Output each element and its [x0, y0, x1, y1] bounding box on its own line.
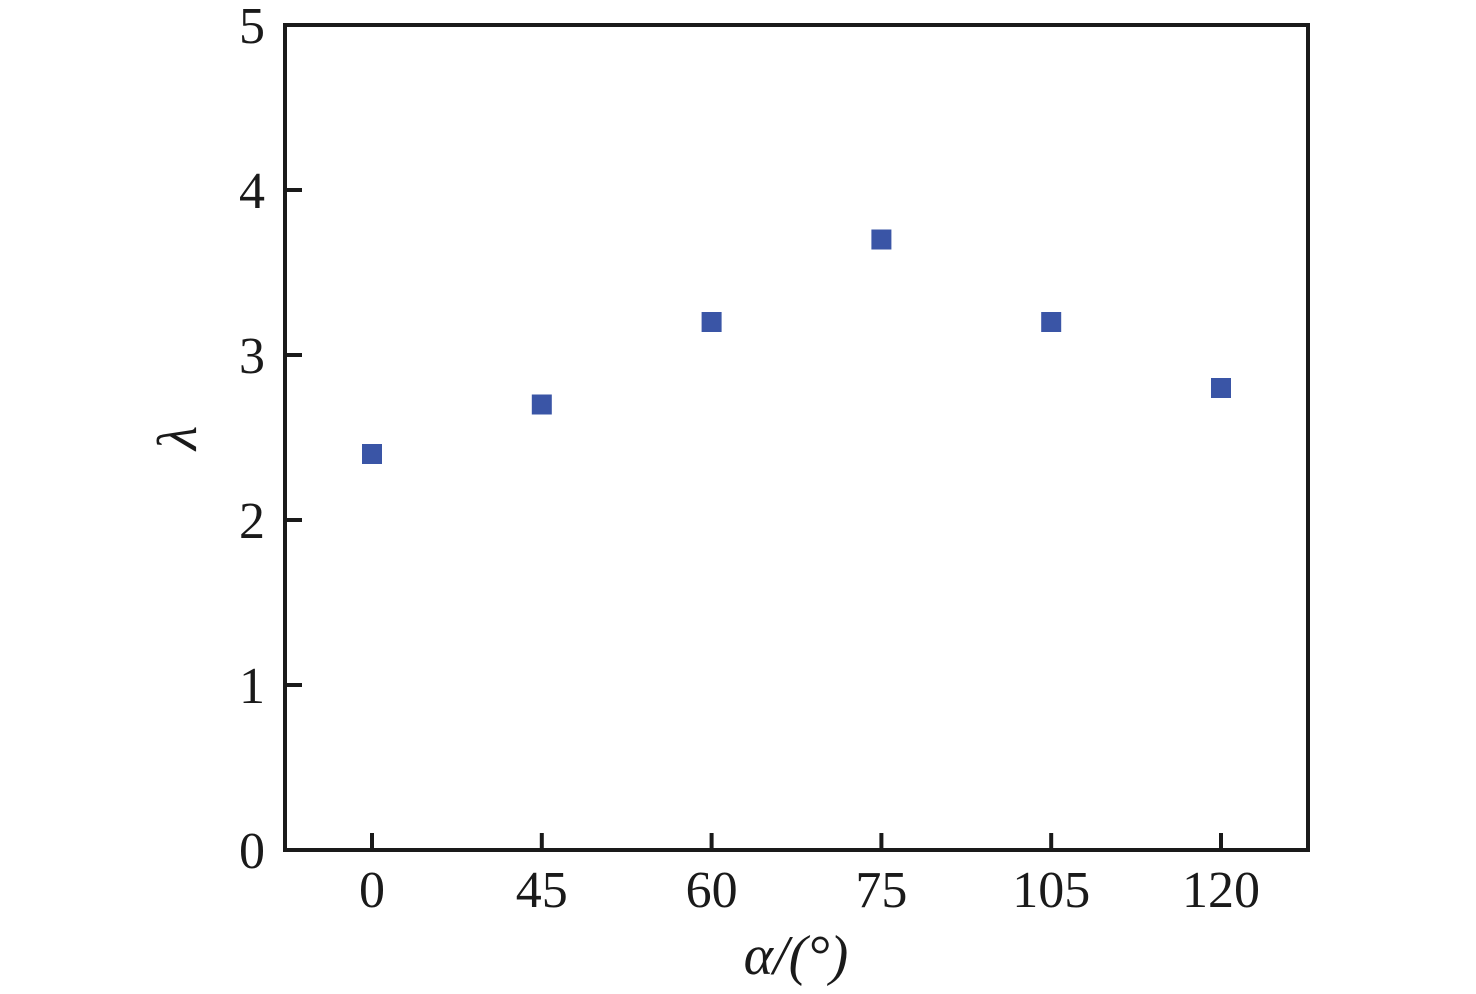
x-tick-label: 45: [516, 862, 568, 919]
y-tick-label: 1: [239, 658, 265, 715]
y-tick-label: 4: [239, 163, 265, 220]
data-point-square: [362, 444, 382, 464]
y-axis-label: λ: [147, 426, 209, 452]
y-tick-label: 2: [239, 493, 265, 550]
y-tick-label: 3: [239, 328, 265, 385]
x-tick-label: 0: [359, 862, 385, 919]
x-tick-label: 75: [855, 862, 907, 919]
data-point-square: [531, 394, 552, 415]
data-point-square: [1041, 312, 1062, 332]
data-point-square: [1211, 378, 1231, 398]
y-tick-label: 5: [239, 0, 265, 55]
y-tick-label: 0: [239, 823, 265, 880]
data-point-square: [871, 229, 892, 250]
plot-border: [283, 23, 1310, 852]
x-tick-label: 60: [686, 862, 738, 919]
x-tick-label: 105: [1012, 862, 1090, 919]
data-point-square: [701, 312, 722, 332]
x-axis-label: α/(°): [744, 925, 849, 987]
x-tick-label: 120: [1182, 862, 1260, 919]
